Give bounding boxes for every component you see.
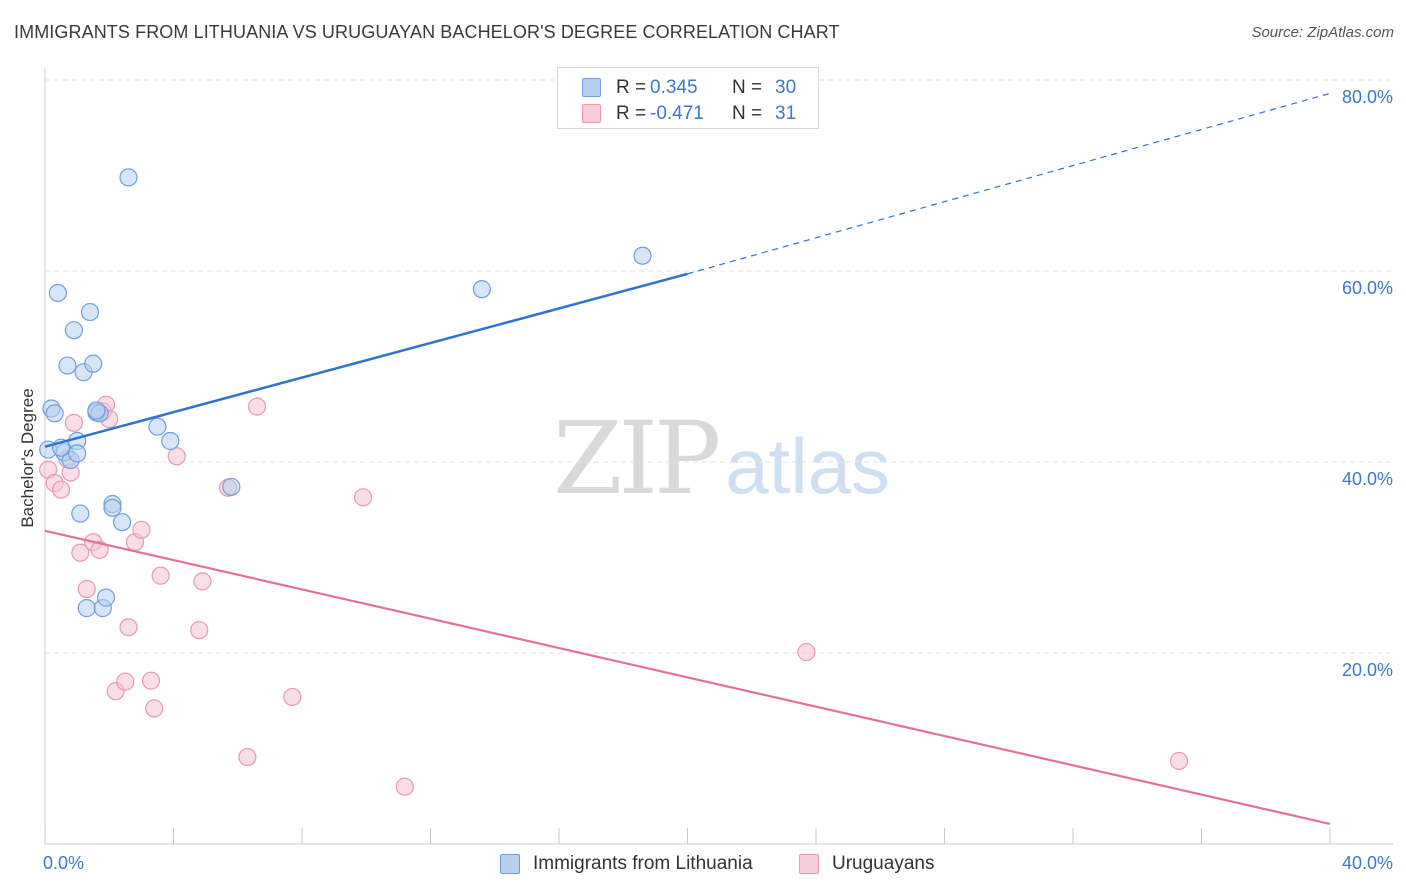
y-tick-label: 80.0%	[1342, 87, 1393, 107]
legend-swatch-blue	[582, 78, 601, 97]
source-label: Source: ZipAtlas.com	[1251, 24, 1394, 41]
lithuania-point	[71, 504, 90, 523]
uruguayans-point	[395, 777, 414, 796]
correlation-legend: R = 0.345 N = 30 R = -0.471 N = 31	[557, 67, 819, 129]
y-axis-label: Bachelor's Degree	[18, 388, 37, 528]
uruguayans-point	[797, 642, 816, 662]
legend-r-value: 0.345	[650, 77, 698, 98]
uruguayans-trend-line	[44, 529, 1331, 826]
uruguayans-point	[119, 618, 138, 637]
uruguayans-point	[238, 747, 257, 767]
uruguayans-point	[145, 699, 164, 718]
uruguayans-point	[116, 672, 135, 691]
lithuania-point	[80, 302, 100, 322]
x-tick-label: 0.0%	[43, 853, 84, 873]
uruguayans-point	[167, 447, 186, 466]
uruguayans-point	[283, 687, 302, 707]
lithuania-point	[161, 431, 180, 451]
uruguayans-point	[132, 520, 151, 539]
lithuania-point	[64, 321, 84, 340]
lithuania-point	[472, 280, 491, 299]
legend-n-label: N =	[732, 103, 763, 124]
uruguayans-point	[141, 671, 161, 690]
lithuania-point	[112, 513, 132, 532]
y-tick-label: 20.0%	[1342, 660, 1393, 680]
lithuania-point	[103, 498, 122, 517]
lithuania-point	[96, 588, 116, 607]
bottom-legend-swatch-blue	[500, 854, 520, 874]
legend-swatch-pink	[582, 104, 601, 123]
lithuania-point	[119, 168, 138, 187]
lithuania-point	[77, 599, 96, 618]
lithuania-point	[633, 246, 652, 265]
lithuania-trend-line	[44, 272, 688, 448]
uruguayans-point	[193, 572, 212, 591]
uruguayans-point	[190, 620, 209, 640]
lithuania-point	[58, 356, 77, 375]
uruguayans-point	[247, 397, 267, 416]
uruguayans-point	[1169, 751, 1189, 771]
x-tick-label: 40.0%	[1342, 853, 1393, 873]
legend-n-label: N =	[732, 77, 763, 98]
legend-r-label: R =	[616, 77, 647, 98]
legend-r-label: R =	[616, 103, 647, 124]
lithuania-point	[87, 401, 106, 420]
y-tick-label: 40.0%	[1342, 469, 1393, 489]
uruguayans-point	[71, 543, 90, 562]
legend-n-value: 30	[775, 77, 797, 98]
uruguayans-point	[151, 566, 170, 585]
uruguayans-point	[90, 540, 109, 559]
uruguayans-point	[353, 488, 373, 507]
uruguayans-point	[51, 480, 71, 499]
lithuania-point	[68, 444, 87, 463]
bottom-legend-label: Uruguayans	[832, 853, 935, 874]
bottom-legend-swatch-pink	[799, 854, 819, 874]
lithuania-point	[84, 354, 103, 373]
lithuania-point	[148, 417, 167, 436]
lithuania-point	[222, 477, 241, 496]
legend-r-value: -0.471	[650, 103, 704, 124]
lithuania-trend-extension	[687, 92, 1331, 275]
lithuania-point	[48, 283, 67, 303]
lithuania-point	[45, 404, 64, 423]
y-tick-label: 60.0%	[1342, 278, 1393, 298]
legend-n-value: 31	[775, 103, 797, 124]
chart-title: IMMIGRANTS FROM LITHUANIA VS URUGUAYAN B…	[14, 22, 840, 42]
bottom-legend-label: Immigrants from Lithuania	[533, 853, 753, 874]
uruguayans-point	[64, 413, 84, 432]
uruguayans-point	[77, 579, 96, 599]
